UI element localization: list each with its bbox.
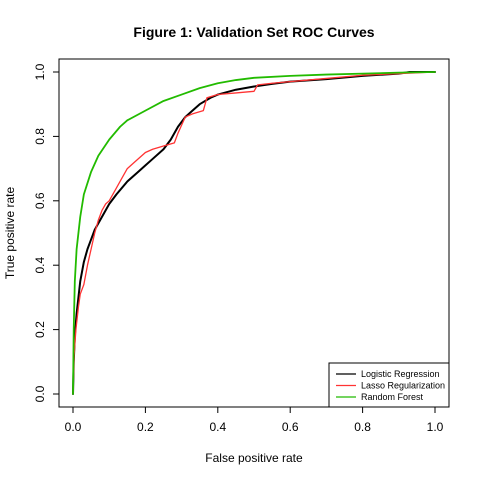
x-tick-label: 0.6 (282, 420, 299, 434)
x-tick-label: 0.4 (209, 420, 226, 434)
x-tick-label: 0.8 (354, 420, 371, 434)
legend-box (328, 362, 450, 408)
x-axis-label: False positive rate (205, 451, 303, 465)
x-axis: 0.0 0.2 0.4 0.6 0.8 1.0 (65, 407, 444, 434)
y-tick-label: 1.0 (33, 63, 47, 80)
y-tick-label: 0.8 (33, 128, 47, 145)
x-tick-label: 0.0 (65, 420, 82, 434)
y-tick-label: 0.0 (33, 385, 47, 402)
y-tick-label: 0.2 (33, 321, 47, 338)
chart-title: Figure 1: Validation Set ROC Curves (133, 24, 374, 40)
y-tick-label: 0.4 (33, 257, 47, 274)
series-layer (72, 71, 436, 395)
series-line-2 (72, 71, 436, 395)
legend-entry: Random Forest (361, 392, 424, 402)
y-axis: 0.0 0.2 0.4 0.6 0.8 1.0 (33, 63, 59, 402)
y-tick-label: 0.6 (33, 192, 47, 209)
series-line-3 (72, 71, 436, 395)
x-tick-label: 1.0 (427, 420, 444, 434)
legend-entry: Logistic Regression (361, 369, 440, 379)
legend-entry: Lasso Regularization (361, 381, 445, 391)
y-axis-label: True positive rate (3, 187, 17, 280)
x-tick-label: 0.2 (137, 420, 154, 434)
legend: Logistic Regression Lasso RegularizationR… (328, 362, 450, 408)
plot-frame (58, 58, 450, 408)
